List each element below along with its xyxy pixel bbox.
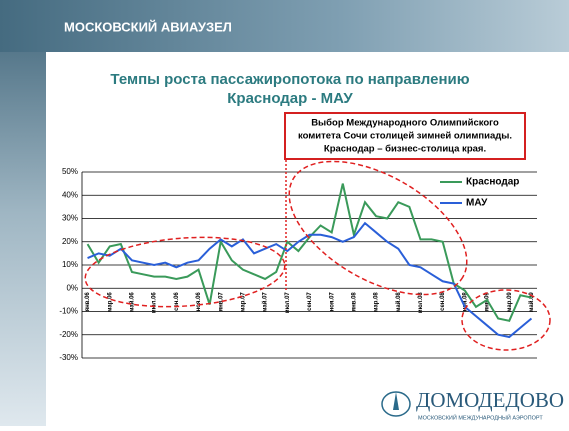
x-tick-label: мар.09 <box>507 292 513 312</box>
x-tick-label: ноя.08 <box>462 292 468 312</box>
x-tick-label: сен.07 <box>307 292 313 311</box>
logo-tagline: МОСКОВСКИЙ МЕЖДУНАРОДНЫЙ АЭРОПОРТ <box>418 413 543 421</box>
y-tick-label: -30% <box>59 353 78 362</box>
x-tick-label: май.08 <box>395 292 402 312</box>
x-tick-label: мар.08 <box>374 292 380 312</box>
x-tick-label: июл.06 <box>152 292 158 313</box>
logo-name: ДОМОДЕДОВО <box>416 388 564 412</box>
highlights <box>84 160 551 351</box>
logo-icon <box>393 392 399 410</box>
plot: -30% -20% -10% 0% 10% 20% 30% 40% 50% янв.06 мар.0… <box>59 167 537 362</box>
highlight-ellipse <box>288 160 468 296</box>
y-tick-label: 0% <box>66 283 78 292</box>
series-line <box>87 221 533 339</box>
x-tick-label: май.09 <box>528 292 535 312</box>
annotation-box <box>284 112 526 160</box>
y-tick-label: 30% <box>62 214 78 223</box>
series-line <box>86 183 532 322</box>
annotation: Краснодар – бизнес-столица края. <box>324 144 486 155</box>
x-tick-label: май.07 <box>262 292 269 312</box>
x-tick-label: янв.07 <box>218 292 224 312</box>
x-tick-label: мар.06 <box>107 292 113 312</box>
x-tick-label: янв.06 <box>85 292 91 312</box>
legend-label: МАУ <box>466 198 488 209</box>
x-tick-label: сен.08 <box>440 292 446 311</box>
chart-title: Краснодар - МАУ <box>227 90 353 107</box>
legend-label: Краснодар <box>466 177 519 188</box>
y-tick-label: 40% <box>62 190 78 199</box>
y-tick-label: 50% <box>62 167 78 176</box>
highlight-ellipse <box>84 236 286 308</box>
x-tick-label: ноя.07 <box>329 292 335 312</box>
y-tick-label: -10% <box>59 307 78 316</box>
logo: ДОМОДЕДОВО МОСКОВСКИЙ МЕЖДУНАРОДНЫЙ АЭРО… <box>381 388 564 421</box>
annotation: Выбор Международного Олимпийского <box>311 118 499 129</box>
side-image <box>0 0 46 426</box>
y-tick-label: 10% <box>62 260 78 269</box>
x-tick-label: май.06 <box>129 292 136 312</box>
x-tick-label: мар.07 <box>240 292 246 312</box>
y-tick-label: 20% <box>62 237 78 246</box>
header: МОСКОВСКИЙ АВИАУЗЕЛ <box>64 19 232 34</box>
header-band <box>0 0 569 52</box>
x-tick-label: ноя.06 <box>196 292 202 312</box>
x-tick-label: июл.07 <box>285 292 291 313</box>
highlight-ellipse <box>461 289 551 351</box>
annotation: комитета Сочи столицей зимней олимпиады. <box>298 131 512 142</box>
y-tick-label: -20% <box>59 330 78 339</box>
chart-title: Темпы роста пассажиропотока по направлен… <box>110 71 469 88</box>
x-tick-label: янв.08 <box>351 292 357 312</box>
x-tick-label: июл.08 <box>418 292 424 313</box>
x-tick-label: сен.06 <box>174 292 180 311</box>
